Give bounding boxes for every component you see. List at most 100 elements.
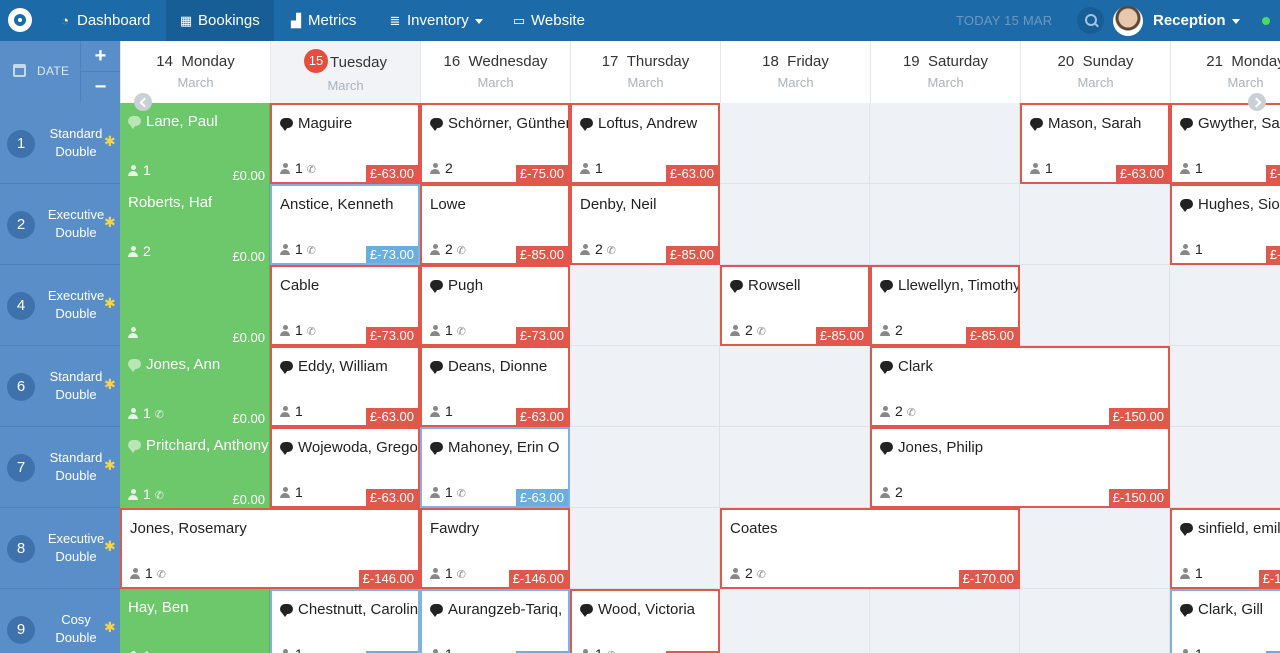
grid-cell[interactable] [1020, 508, 1170, 589]
room-row-header[interactable]: 4 Executive Double ✱ [0, 265, 120, 346]
grid-cell[interactable] [1020, 589, 1170, 653]
guest-name: Wojewoda, Gregory [280, 439, 418, 456]
booking-block[interactable]: Chestnutt, Caroline1£-63.00 [270, 589, 420, 653]
day-header[interactable]: 19 Saturday March [870, 41, 1020, 103]
zoom-in-button[interactable]: + [80, 41, 120, 72]
grid-cell[interactable] [1170, 265, 1280, 346]
booking-block[interactable]: Llewellyn, Timothy 2 £-85.00 [870, 265, 1020, 346]
booking-block[interactable]: Mason, Sarah 1 £-63.00 [1020, 103, 1170, 184]
zoom-out-button[interactable]: − [80, 72, 120, 103]
booking-block[interactable]: Jones, Ann 1 ✆ £0.00 [120, 346, 270, 427]
grid-cell[interactable] [570, 265, 720, 346]
day-header[interactable]: 21 Monday March [1170, 41, 1280, 103]
chevron-left-icon[interactable] [134, 93, 152, 111]
room-row-header[interactable]: 8 Executive Double ✱ [0, 508, 120, 589]
nav-inventory[interactable]: ≣ Inventory [387, 0, 483, 41]
booking-block[interactable]: Anstice, Kenneth 1 ✆ £-73.00 [270, 184, 420, 265]
day-name: Sunday [1082, 53, 1134, 70]
booking-block[interactable]: Eddy, William 1 £-63.00 [270, 346, 420, 427]
grid-cell[interactable] [720, 103, 870, 184]
star-icon: ✱ [104, 214, 116, 230]
booking-block[interactable]: Coates 2 ✆ £-170.00 [720, 508, 1020, 589]
booking-block[interactable]: Hughes, Sion 1 £-85.00 [1170, 184, 1280, 265]
date-label[interactable]: DATE [37, 64, 70, 78]
nav-metrics[interactable]: ▟ Metrics [288, 0, 356, 41]
booking-block[interactable]: sinfield, emily 1 £-146.00 [1170, 508, 1280, 589]
month-label: March [1077, 75, 1114, 90]
guest-count: 1 [280, 646, 303, 653]
comment-icon [1180, 198, 1193, 212]
grid-cell[interactable] [870, 184, 1020, 265]
grid-cell[interactable] [870, 103, 1020, 184]
booking-block[interactable]: Jones, Philip 2 £-150.00 [870, 427, 1170, 508]
guest-name: Deans, Dionne [430, 358, 547, 375]
booking-block[interactable]: Denby, Neil 2 ✆ £-85.00 [570, 184, 720, 265]
grid-cell[interactable] [870, 589, 1020, 653]
room-row-header[interactable]: 1 Standard Double ✱ [0, 103, 120, 184]
guest-count: 2 [430, 160, 453, 176]
booking-block[interactable]: Roberts, Haf 2 £0.00 [120, 184, 270, 265]
booking-block[interactable]: Pugh 1 ✆ £-73.00 [420, 265, 570, 346]
nav-website[interactable]: ▭ Website [511, 0, 585, 41]
booking-block[interactable]: Wood, Victoria1✆£-63.00 [570, 589, 720, 653]
room-list: 1 Standard Double ✱ 2 Executive Double ✱ 4 Execut… [0, 103, 120, 653]
booking-block[interactable]: Schörner, Günther 2 £-75.00 [420, 103, 570, 184]
nav-bookings[interactable]: ▦ Bookings [178, 0, 260, 41]
booking-block[interactable]: Fawdry 1 ✆ £-146.00 [420, 508, 570, 589]
booking-block[interactable]: Rowsell 2 ✆ £-85.00 [720, 265, 870, 346]
booking-block[interactable]: Pritchard, Anthony 1 ✆ £0.00 [120, 427, 270, 508]
avatar[interactable] [1113, 6, 1143, 36]
room-row-header[interactable]: 9 Cosy Double ✱ [0, 589, 120, 653]
day-header[interactable]: 17 Thursday March [570, 41, 720, 103]
user-menu[interactable]: Reception [1153, 0, 1240, 41]
day-header[interactable]: 15 Tuesday March [270, 41, 420, 103]
booking-block[interactable]: Loftus, Andrew 1 £-63.00 [570, 103, 720, 184]
booking-block[interactable]: Mahoney, Erin O 1 ✆ £-63.00 [420, 427, 570, 508]
grid-cell[interactable] [720, 346, 870, 427]
booking-block[interactable]: Lane, Paul 1 £0.00 [120, 103, 270, 184]
grid-cell[interactable] [1020, 184, 1170, 265]
search-icon[interactable] [1077, 7, 1104, 34]
room-row-header[interactable]: 6 Standard Double ✱ [0, 346, 120, 427]
calendar-icon[interactable] [13, 64, 26, 77]
guest-name: Pugh [430, 277, 483, 294]
booking-block[interactable]: Deans, Dionne 1 £-63.00 [420, 346, 570, 427]
nav-dashboard[interactable]: ◔ Dashboard [57, 0, 150, 41]
grid-cell[interactable] [570, 427, 720, 508]
booking-block[interactable]: £0.00 [120, 265, 270, 346]
grid-cell[interactable] [1020, 265, 1170, 346]
booking-block[interactable]: Clark, Gill1£-63.00 [1170, 589, 1280, 653]
booking-block[interactable]: Aurangzeb-Tariq,1£-63.00 [420, 589, 570, 653]
room-row-header[interactable]: 2 Executive Double ✱ [0, 184, 120, 265]
today-button[interactable]: TODAY 15 MAR [956, 13, 1053, 28]
room-row-header[interactable]: 7 Standard Double ✱ [0, 427, 120, 508]
grid-cell[interactable] [1170, 346, 1280, 427]
day-header[interactable]: 14 Monday March [120, 41, 270, 103]
person-icon [430, 324, 440, 336]
day-number: 17 [601, 53, 619, 70]
day-name: Wednesday [468, 53, 548, 70]
active-tab-highlight [166, 0, 274, 41]
day-header[interactable]: 16 Wednesday March [420, 41, 570, 103]
booking-block[interactable]: Clark 2 ✆ £-150.00 [870, 346, 1170, 427]
person-icon [430, 162, 440, 174]
booking-block[interactable]: Lowe 2 ✆ £-85.00 [420, 184, 570, 265]
booking-block[interactable]: Jones, Rosemary 1 ✆ £-146.00 [120, 508, 420, 589]
booking-block[interactable]: Cable 1 ✆ £-73.00 [270, 265, 420, 346]
grid-cell[interactable] [570, 508, 720, 589]
grid-cell[interactable] [720, 184, 870, 265]
grid-cell[interactable] [720, 427, 870, 508]
booking-block[interactable]: Maguire 1 ✆ £-63.00 [270, 103, 420, 184]
chevron-right-icon[interactable] [1248, 93, 1266, 111]
grid-cell[interactable] [570, 346, 720, 427]
day-header[interactable]: 20 Sunday March [1020, 41, 1170, 103]
grid-cell[interactable] [1170, 427, 1280, 508]
booking-block[interactable]: Wojewoda, Gregory 1 £-63.00 [270, 427, 420, 508]
app-logo-icon[interactable] [8, 8, 32, 32]
person-icon [580, 162, 590, 174]
day-header[interactable]: 18 Friday March [720, 41, 870, 103]
booking-block[interactable]: Hay, Ben1£0.00 [120, 589, 270, 653]
guest-name: Maguire [280, 115, 352, 132]
grid-cell[interactable] [720, 589, 870, 653]
booking-block[interactable]: Gwyther, Sarah 1 £-63.00 [1170, 103, 1280, 184]
